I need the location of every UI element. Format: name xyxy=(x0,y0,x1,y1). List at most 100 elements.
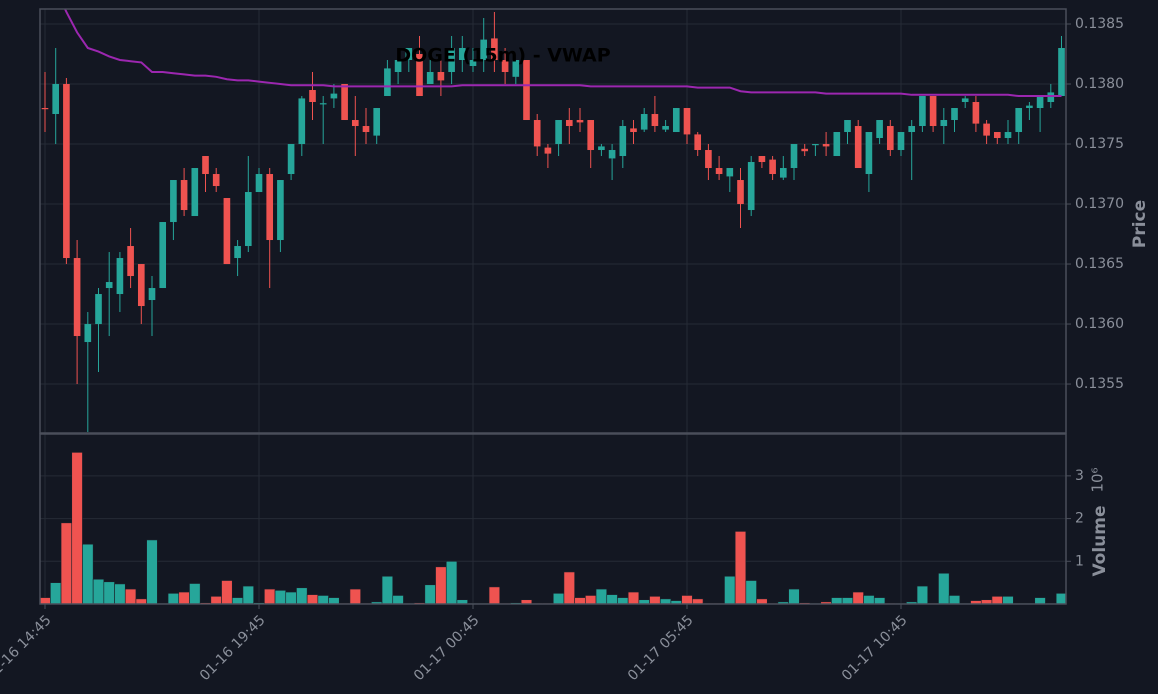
volume-bar xyxy=(831,597,843,605)
volume-offset-label: 10⁶ xyxy=(1089,467,1107,492)
y-tick-label: 0.1380 xyxy=(1075,76,1124,92)
volume-bar xyxy=(92,578,105,605)
candle-body xyxy=(384,68,391,97)
volume-bar xyxy=(424,584,436,605)
volume-bar xyxy=(317,595,329,605)
volume-bar xyxy=(617,597,629,605)
candle-body xyxy=(416,54,423,97)
candle-body xyxy=(255,174,263,193)
y-tick-label: 0.1385 xyxy=(1075,16,1124,32)
candle-body xyxy=(180,180,188,211)
candle-body xyxy=(769,159,776,175)
candle-body xyxy=(373,108,381,136)
volume-bar xyxy=(595,588,608,605)
volume-bar xyxy=(124,588,137,605)
candle-body xyxy=(191,168,199,217)
volume-bar xyxy=(606,594,618,605)
candle-body xyxy=(148,288,156,301)
candle-body xyxy=(576,120,584,123)
candle-body xyxy=(747,162,755,211)
volume-bar xyxy=(306,594,319,605)
volume-bar xyxy=(574,597,586,605)
volume-bar xyxy=(488,586,501,605)
candle-body xyxy=(833,132,841,157)
candle-body xyxy=(630,128,637,133)
candle-body xyxy=(437,72,445,81)
volume-bar xyxy=(114,583,126,605)
candle-body xyxy=(694,134,702,151)
volume-bar xyxy=(167,593,180,605)
price-grid xyxy=(40,9,1066,433)
candle-body xyxy=(844,120,851,133)
candle-body xyxy=(886,126,894,151)
volume-bar xyxy=(296,587,308,605)
candle-body xyxy=(41,108,49,110)
volume-bar xyxy=(948,595,961,605)
volume-bar xyxy=(274,590,287,605)
candle-body xyxy=(469,60,477,67)
y-tick-label: 0.1375 xyxy=(1075,136,1124,152)
candle-body xyxy=(458,48,466,61)
candle-body xyxy=(876,120,883,139)
volume-bar xyxy=(724,575,736,605)
volume-bar xyxy=(756,598,768,605)
volume-bar xyxy=(1034,597,1046,605)
volume-bar xyxy=(146,539,158,605)
candle-body xyxy=(1047,92,1055,103)
volume-bar xyxy=(863,595,875,605)
candle-body xyxy=(127,246,134,277)
volume-panel xyxy=(39,452,1068,605)
candle-body xyxy=(95,294,102,325)
candle-body xyxy=(159,222,167,289)
volume-bar xyxy=(242,585,254,605)
volume-bar xyxy=(916,585,929,605)
price-frame xyxy=(39,8,1067,434)
candle-body xyxy=(202,156,209,175)
candle-body xyxy=(972,102,980,124)
chart-title: DOGE (15m) - VWAP xyxy=(395,45,610,67)
candle-body xyxy=(84,324,92,343)
candle-body xyxy=(1058,48,1065,97)
volume-bar xyxy=(841,597,854,605)
candle-body xyxy=(929,96,937,127)
volume-axis-label: Volume xyxy=(1090,505,1110,576)
y-tick-label: 0.1355 xyxy=(1075,376,1124,392)
volume-bar xyxy=(1055,593,1068,605)
volume-bar xyxy=(585,595,597,605)
candle-body xyxy=(1004,132,1012,139)
volume-bar xyxy=(82,543,94,605)
volume-tick-label: 3 xyxy=(1075,468,1084,484)
candle-body xyxy=(266,174,274,241)
volume-bar xyxy=(991,596,1003,605)
candle-body xyxy=(608,150,616,159)
candle-body xyxy=(865,132,873,175)
volume-bar xyxy=(659,598,672,605)
volume-tick-label: 2 xyxy=(1075,511,1084,527)
candle-body xyxy=(223,198,231,265)
candle-body xyxy=(52,84,60,115)
volume-bar xyxy=(178,591,190,605)
y-axis-label: Price xyxy=(1130,200,1150,248)
candle-body xyxy=(405,48,413,61)
candle-body xyxy=(555,120,562,145)
candle-body xyxy=(341,84,348,121)
candle-body xyxy=(105,282,113,289)
candle-body xyxy=(737,180,744,205)
candle-body xyxy=(758,156,766,163)
volume-grid xyxy=(40,434,1066,604)
candle-body xyxy=(480,39,488,61)
candle-body xyxy=(565,120,573,127)
volume-bar xyxy=(552,593,565,605)
volume-bar xyxy=(231,597,244,605)
y-tick-label: 0.1370 xyxy=(1075,196,1124,212)
candle-body xyxy=(919,96,926,127)
volume-bar xyxy=(788,588,800,605)
volume-bar xyxy=(349,588,361,605)
candle-body xyxy=(897,132,905,151)
candle-body xyxy=(651,114,659,127)
vwap-line xyxy=(63,9,1062,98)
candle-body xyxy=(309,90,316,103)
candle-body xyxy=(212,174,220,187)
candle-body xyxy=(351,120,359,127)
